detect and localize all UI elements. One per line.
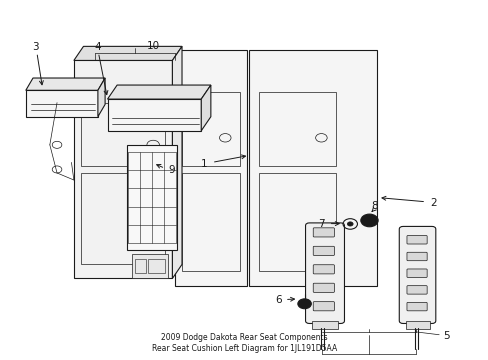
Polygon shape: [107, 85, 210, 99]
Circle shape: [297, 299, 311, 309]
FancyBboxPatch shape: [406, 269, 427, 278]
Text: 8: 8: [370, 201, 377, 211]
Polygon shape: [311, 321, 338, 329]
Circle shape: [346, 222, 352, 226]
Polygon shape: [405, 321, 428, 329]
FancyBboxPatch shape: [313, 246, 334, 256]
Text: 9: 9: [168, 165, 174, 175]
Polygon shape: [249, 50, 376, 285]
Polygon shape: [172, 46, 182, 279]
Text: 2009 Dodge Dakota Rear Seat Components
Rear Seat Cushion Left Diagram for 1JL191: 2009 Dodge Dakota Rear Seat Components R…: [152, 333, 336, 353]
FancyBboxPatch shape: [305, 223, 344, 324]
Polygon shape: [98, 78, 105, 117]
Text: 3: 3: [32, 42, 39, 52]
Polygon shape: [107, 99, 201, 131]
FancyBboxPatch shape: [313, 302, 334, 311]
FancyBboxPatch shape: [313, 228, 334, 237]
Text: 10: 10: [146, 41, 160, 51]
FancyBboxPatch shape: [399, 226, 435, 324]
Polygon shape: [126, 145, 177, 250]
Circle shape: [365, 218, 372, 223]
FancyBboxPatch shape: [313, 283, 334, 292]
FancyBboxPatch shape: [406, 252, 427, 261]
Polygon shape: [174, 50, 246, 285]
Circle shape: [360, 214, 377, 227]
FancyBboxPatch shape: [313, 265, 334, 274]
Text: 2: 2: [429, 198, 436, 208]
Text: 5: 5: [442, 332, 449, 342]
Polygon shape: [201, 85, 210, 131]
Text: 7: 7: [317, 219, 324, 229]
FancyBboxPatch shape: [406, 302, 427, 311]
Text: 1: 1: [200, 159, 206, 169]
Polygon shape: [26, 90, 98, 117]
Polygon shape: [26, 78, 105, 90]
Polygon shape: [74, 46, 182, 60]
Text: 4: 4: [94, 42, 101, 52]
Text: 6: 6: [274, 294, 281, 305]
FancyBboxPatch shape: [406, 235, 427, 244]
FancyBboxPatch shape: [406, 286, 427, 294]
Polygon shape: [131, 254, 167, 279]
Polygon shape: [74, 60, 172, 279]
